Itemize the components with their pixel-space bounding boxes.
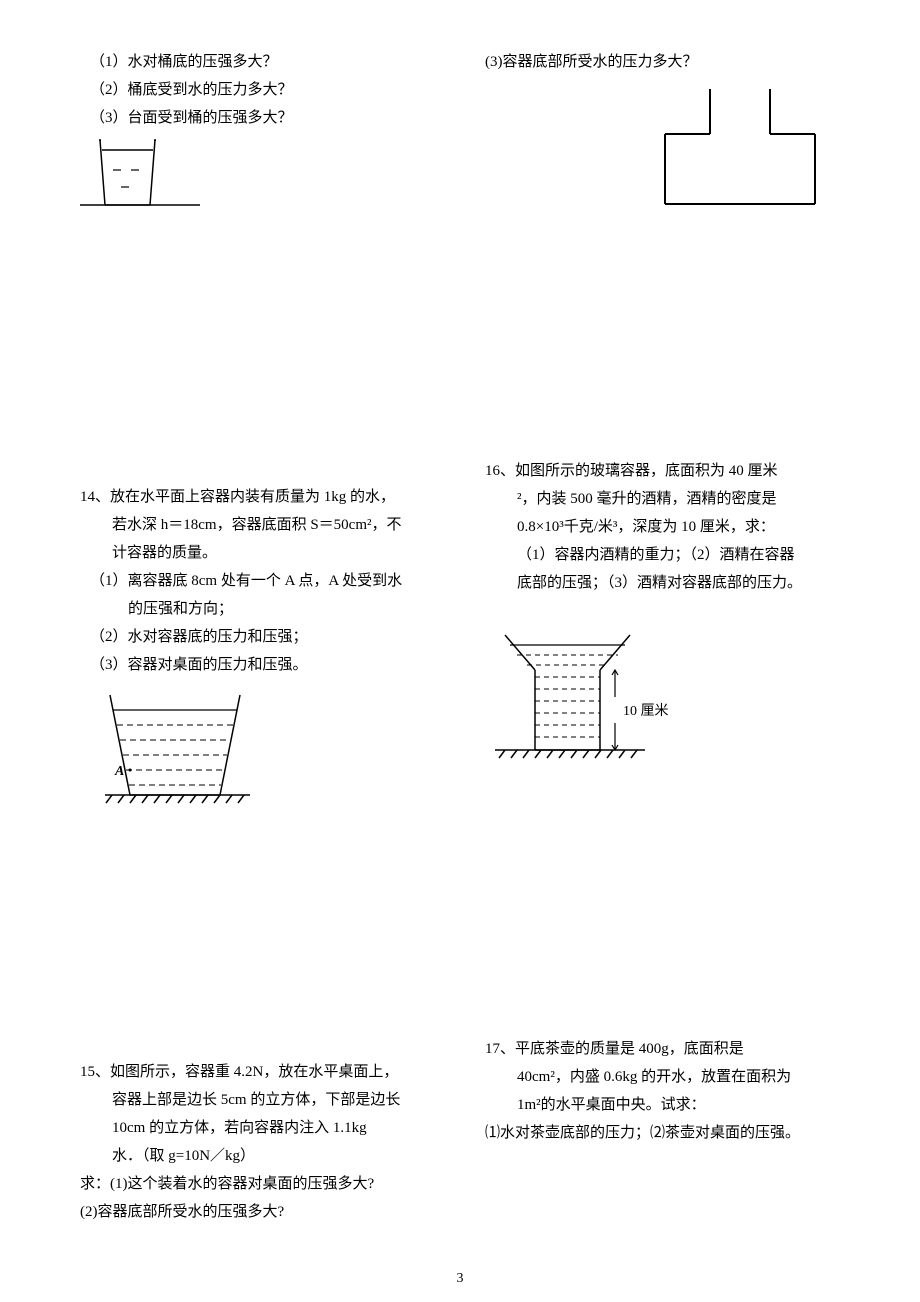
q14-line3: 计容器的质量。 [80,541,445,565]
q15-line2: 容器上部是边长 5cm 的立方体，下部是边长 [80,1088,445,1112]
q14-label-a: A [114,764,124,779]
q14-sub2: （2）水对容器底的压力和压强； [80,625,445,649]
q15-sub3-top: (3)容器底部所受水的压力多大？ [485,50,850,74]
q14-sub1: （1）离容器底 8cm 处有一个 A 点，A 处受到水 [80,569,445,593]
q16-line2: ²，内装 500 毫升的酒精，酒精的密度是 [485,487,850,511]
q15-line4: 水．（取 g=10N／kg） [80,1144,445,1168]
q17-line2: 40cm²，内盛 0.6kg 的开水，放置在面积为 [485,1065,850,1089]
q16-line4: （1）容器内酒精的重力；（2）酒精在容器 [485,543,850,567]
q14-sub1b: 的压强和方向； [80,597,445,621]
page-number: 3 [457,1271,464,1287]
q15-line3: 10cm 的立方体，若向容器内注入 1.1kg [80,1116,445,1140]
q16-figure: 10 厘米 [495,625,850,780]
q15-title: 15、如图所示，容器重 4.2N，放在水平桌面上， [80,1060,445,1084]
bucket-figure [80,135,445,235]
q16-line5: 底部的压强；（3）酒精对容器底部的压力。 [485,571,850,595]
tshape-figure [655,84,850,219]
q17-line3: 1m²的水平桌面中央。试求： [485,1093,850,1117]
q17-title: 17、平底茶壶的质量是 400g，底面积是 [485,1037,850,1061]
q14-figure: A [100,685,445,820]
q16-title: 16、如图所示的玻璃容器，底面积为 40 厘米 [485,459,850,483]
q15-line5: 求：(1)这个装着水的容器对桌面的压强多大? [80,1172,445,1196]
q13-sub1: （1）水对桶底的压强多大？ [80,50,445,74]
q16-label-10cm: 10 厘米 [623,703,669,719]
q14-line2: 若水深 h＝18cm，容器底面积 S＝50cm²，不 [80,513,445,537]
q16-line3: 0.8×10³千克/米³，深度为 10 厘米，求： [485,515,850,539]
q15-line6: (2)容器底部所受水的压强多大? [80,1200,445,1224]
q13-sub3: （3）台面受到桶的压强多大？ [80,106,445,130]
q13-sub2: （2）桶底受到水的压力多大？ [80,78,445,102]
q14-title: 14、放在水平面上容器内装有质量为 1kg 的水， [80,485,445,509]
q14-sub3: （3）容器对桌面的压力和压强。 [80,653,445,677]
q17-line4: ⑴水对茶壶底部的压力；⑵茶壶对桌面的压强。 [485,1121,850,1145]
